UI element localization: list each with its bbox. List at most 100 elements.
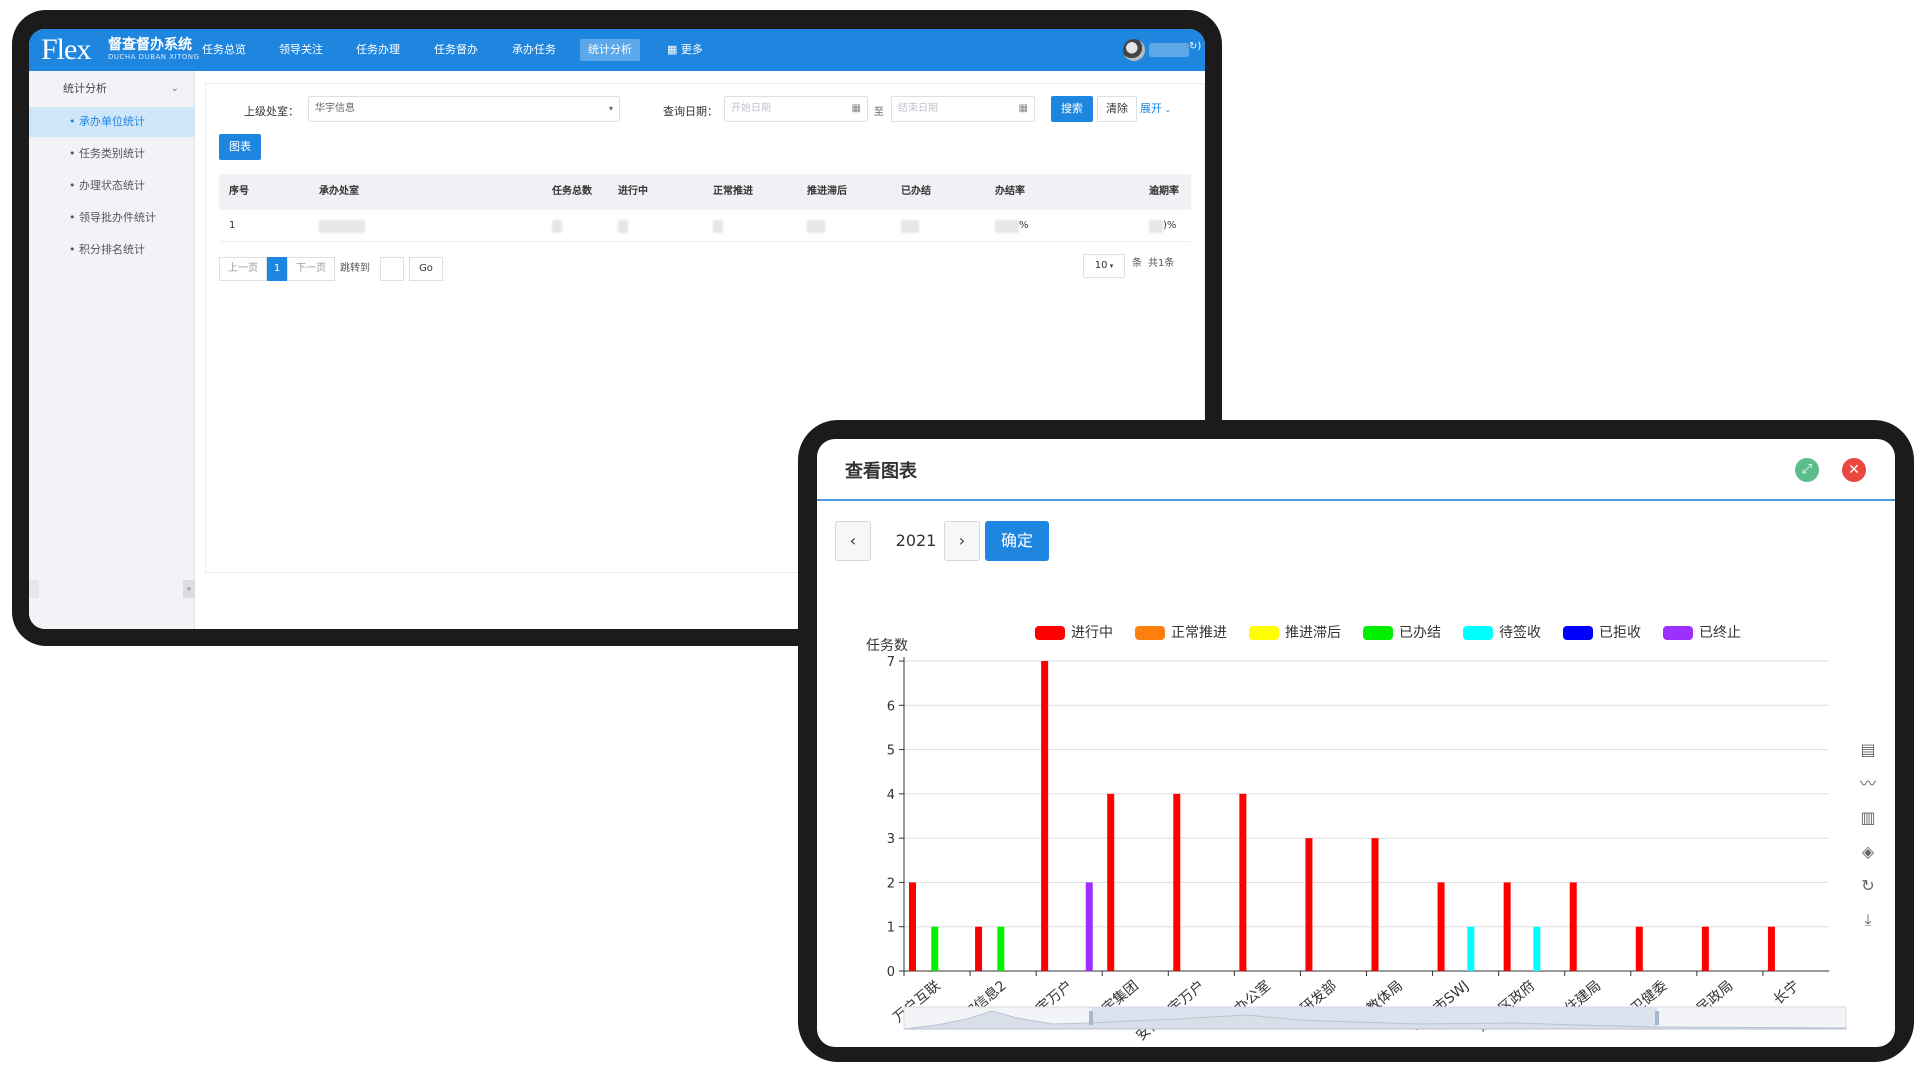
page-size-select[interactable]: 10 ▾: [1083, 254, 1125, 278]
bar: [931, 926, 939, 971]
date-to-label: 至: [874, 107, 884, 118]
dialog-title: 查看图表: [845, 461, 917, 482]
cell-lagging-redacted: [807, 220, 825, 233]
legend-swatch: [1249, 626, 1279, 640]
sidebar-item-undertake-unit[interactable]: • 承办单位统计: [29, 107, 195, 137]
dept-select[interactable]: 华宇信息 ▾: [308, 96, 620, 122]
y-tick-label: 2: [887, 876, 895, 891]
sidebar-item-label: 办理状态统计: [79, 179, 145, 192]
bar: [1085, 882, 1093, 971]
cell-normal-redacted: [713, 220, 723, 233]
y-tick-label: 0: [887, 965, 895, 980]
cell-total-redacted: [552, 220, 562, 233]
col-done-rate: 办结率: [995, 186, 1025, 197]
logo-title-cn: 督查督办系统: [108, 37, 192, 53]
logo-text: Flex: [41, 33, 91, 66]
legend-swatch: [1135, 626, 1165, 640]
col-index: 序号: [229, 186, 249, 197]
data-view-icon[interactable]: ▤: [1860, 740, 1876, 759]
tablet-frame-main: Flex 督查督办系统 DUCHA DUBAN XITONG 任务总览 领导关注…: [12, 10, 1222, 646]
nav-statistics[interactable]: 统计分析: [580, 39, 640, 61]
end-date-input[interactable]: 结束日期 ▦: [891, 96, 1035, 122]
col-done: 已办结: [901, 186, 931, 197]
bar: [909, 882, 916, 971]
bar: [1569, 882, 1577, 971]
chart-dialog: 查看图表 ⤢ ✕ ‹ 2021 › 确定 进行中 正常推进 推进滞后 已办结 待签收 已拒…: [817, 439, 1895, 1047]
legend-label: 已终止: [1699, 625, 1741, 641]
chart-button[interactable]: 图表: [219, 134, 261, 160]
nav-task-supervision[interactable]: 任务督办: [434, 43, 478, 56]
sidebar-group-statistics[interactable]: 统计分析 ⌄: [29, 75, 195, 103]
go-button[interactable]: Go: [409, 257, 443, 281]
cell-rate-suffix: %: [1019, 220, 1029, 231]
avatar[interactable]: [1123, 39, 1145, 61]
sidebar-item-score-ranking[interactable]: • 积分排名统计: [69, 243, 145, 256]
nav-task-overview[interactable]: 任务总览: [202, 43, 246, 56]
nav-more-label: 更多: [680, 43, 703, 56]
end-date-placeholder: 结束日期: [898, 103, 938, 114]
sidebar-item-leader-approval[interactable]: • 领导批办件统计: [69, 211, 156, 224]
nav-task-handling[interactable]: 任务办理: [356, 43, 400, 56]
year-next-button[interactable]: ›: [944, 521, 980, 561]
year-prev-button[interactable]: ‹: [835, 521, 871, 561]
caret-down-icon: ▾: [1107, 262, 1114, 270]
cell-index: 1: [229, 220, 236, 231]
user-name-redacted[interactable]: [1149, 43, 1189, 57]
save-image-icon[interactable]: ⤓: [1864, 910, 1872, 929]
sidebar-group-label: 统计分析: [63, 82, 107, 95]
bar: [1635, 926, 1643, 971]
legend-swatch: [1035, 626, 1065, 640]
year-value: 2021: [895, 531, 937, 550]
expand-label: 展开: [1140, 102, 1162, 115]
start-date-placeholder: 开始日期: [731, 103, 771, 114]
bar: [1767, 926, 1775, 971]
sidebar-item-task-category[interactable]: • 任务类别统计: [69, 147, 145, 160]
sidebar-edge-handle[interactable]: [29, 580, 39, 598]
nav-leader-focus[interactable]: 领导关注: [279, 43, 323, 56]
legend-label: 正常推进: [1171, 625, 1227, 641]
cell-progress-redacted: [618, 220, 628, 233]
sidebar-item-status[interactable]: • 办理状态统计: [69, 179, 145, 192]
x-tick-label: 长宁: [1770, 977, 1802, 1008]
col-lagging: 推进滞后: [807, 186, 847, 197]
legend-label: 已办结: [1399, 625, 1441, 641]
expand-button[interactable]: 展开 ⌄: [1140, 96, 1180, 122]
stack-icon[interactable]: ◈: [1861, 842, 1875, 861]
confirm-button[interactable]: 确定: [985, 521, 1049, 561]
col-overdue-rate: 逾期率: [1149, 186, 1179, 197]
bar: [975, 926, 983, 971]
dept-select-value: 华宇信息: [315, 103, 355, 114]
bar: [997, 926, 1005, 971]
bar: [1239, 793, 1247, 971]
start-date-input[interactable]: 开始日期 ▦: [724, 96, 868, 122]
bar: [1503, 882, 1511, 971]
bar: [1173, 793, 1181, 971]
bar: [1041, 661, 1049, 971]
bar: [1371, 838, 1379, 971]
y-tick-label: 3: [887, 832, 895, 847]
nav-more[interactable]: ▦ 更多: [659, 39, 711, 61]
restore-icon[interactable]: ↻: [1861, 876, 1875, 895]
bar-chart-icon[interactable]: ▥: [1860, 808, 1876, 827]
bar-chart: 任务数01234567万户互联华宇信息2华宇万户华宇集团安徽华宇万户办公室研发部…: [866, 638, 1847, 1044]
app-screen: Flex 督查督办系统 DUCHA DUBAN XITONG 任务总览 领导关注…: [29, 29, 1205, 629]
legend-swatch: [1663, 626, 1693, 640]
prev-page-button[interactable]: 上一页: [219, 257, 267, 281]
next-page-button[interactable]: 下一页: [287, 257, 335, 281]
logo-title-en: DUCHA DUBAN XITONG: [108, 53, 200, 61]
cell-dept-redacted: [319, 220, 365, 233]
maximize-icon[interactable]: ⤢: [1795, 458, 1819, 482]
sidebar-collapse-button[interactable]: «: [183, 580, 195, 598]
jump-page-input[interactable]: [380, 257, 404, 281]
table-row[interactable]: 1 % )%: [219, 210, 1191, 242]
line-chart-icon[interactable]: 〰: [1859, 774, 1876, 793]
close-icon[interactable]: ✕: [1842, 458, 1866, 482]
nav-undertake-tasks[interactable]: 承办任务: [512, 43, 556, 56]
cell-done-redacted: [901, 220, 919, 233]
clear-button[interactable]: 清除: [1097, 96, 1137, 122]
search-button[interactable]: 搜索: [1051, 96, 1093, 122]
page-1-button[interactable]: 1: [267, 257, 287, 281]
col-dept: 承办处室: [319, 186, 359, 197]
bar: [1533, 926, 1541, 971]
data-zoom-handle-left: [1089, 1011, 1093, 1025]
